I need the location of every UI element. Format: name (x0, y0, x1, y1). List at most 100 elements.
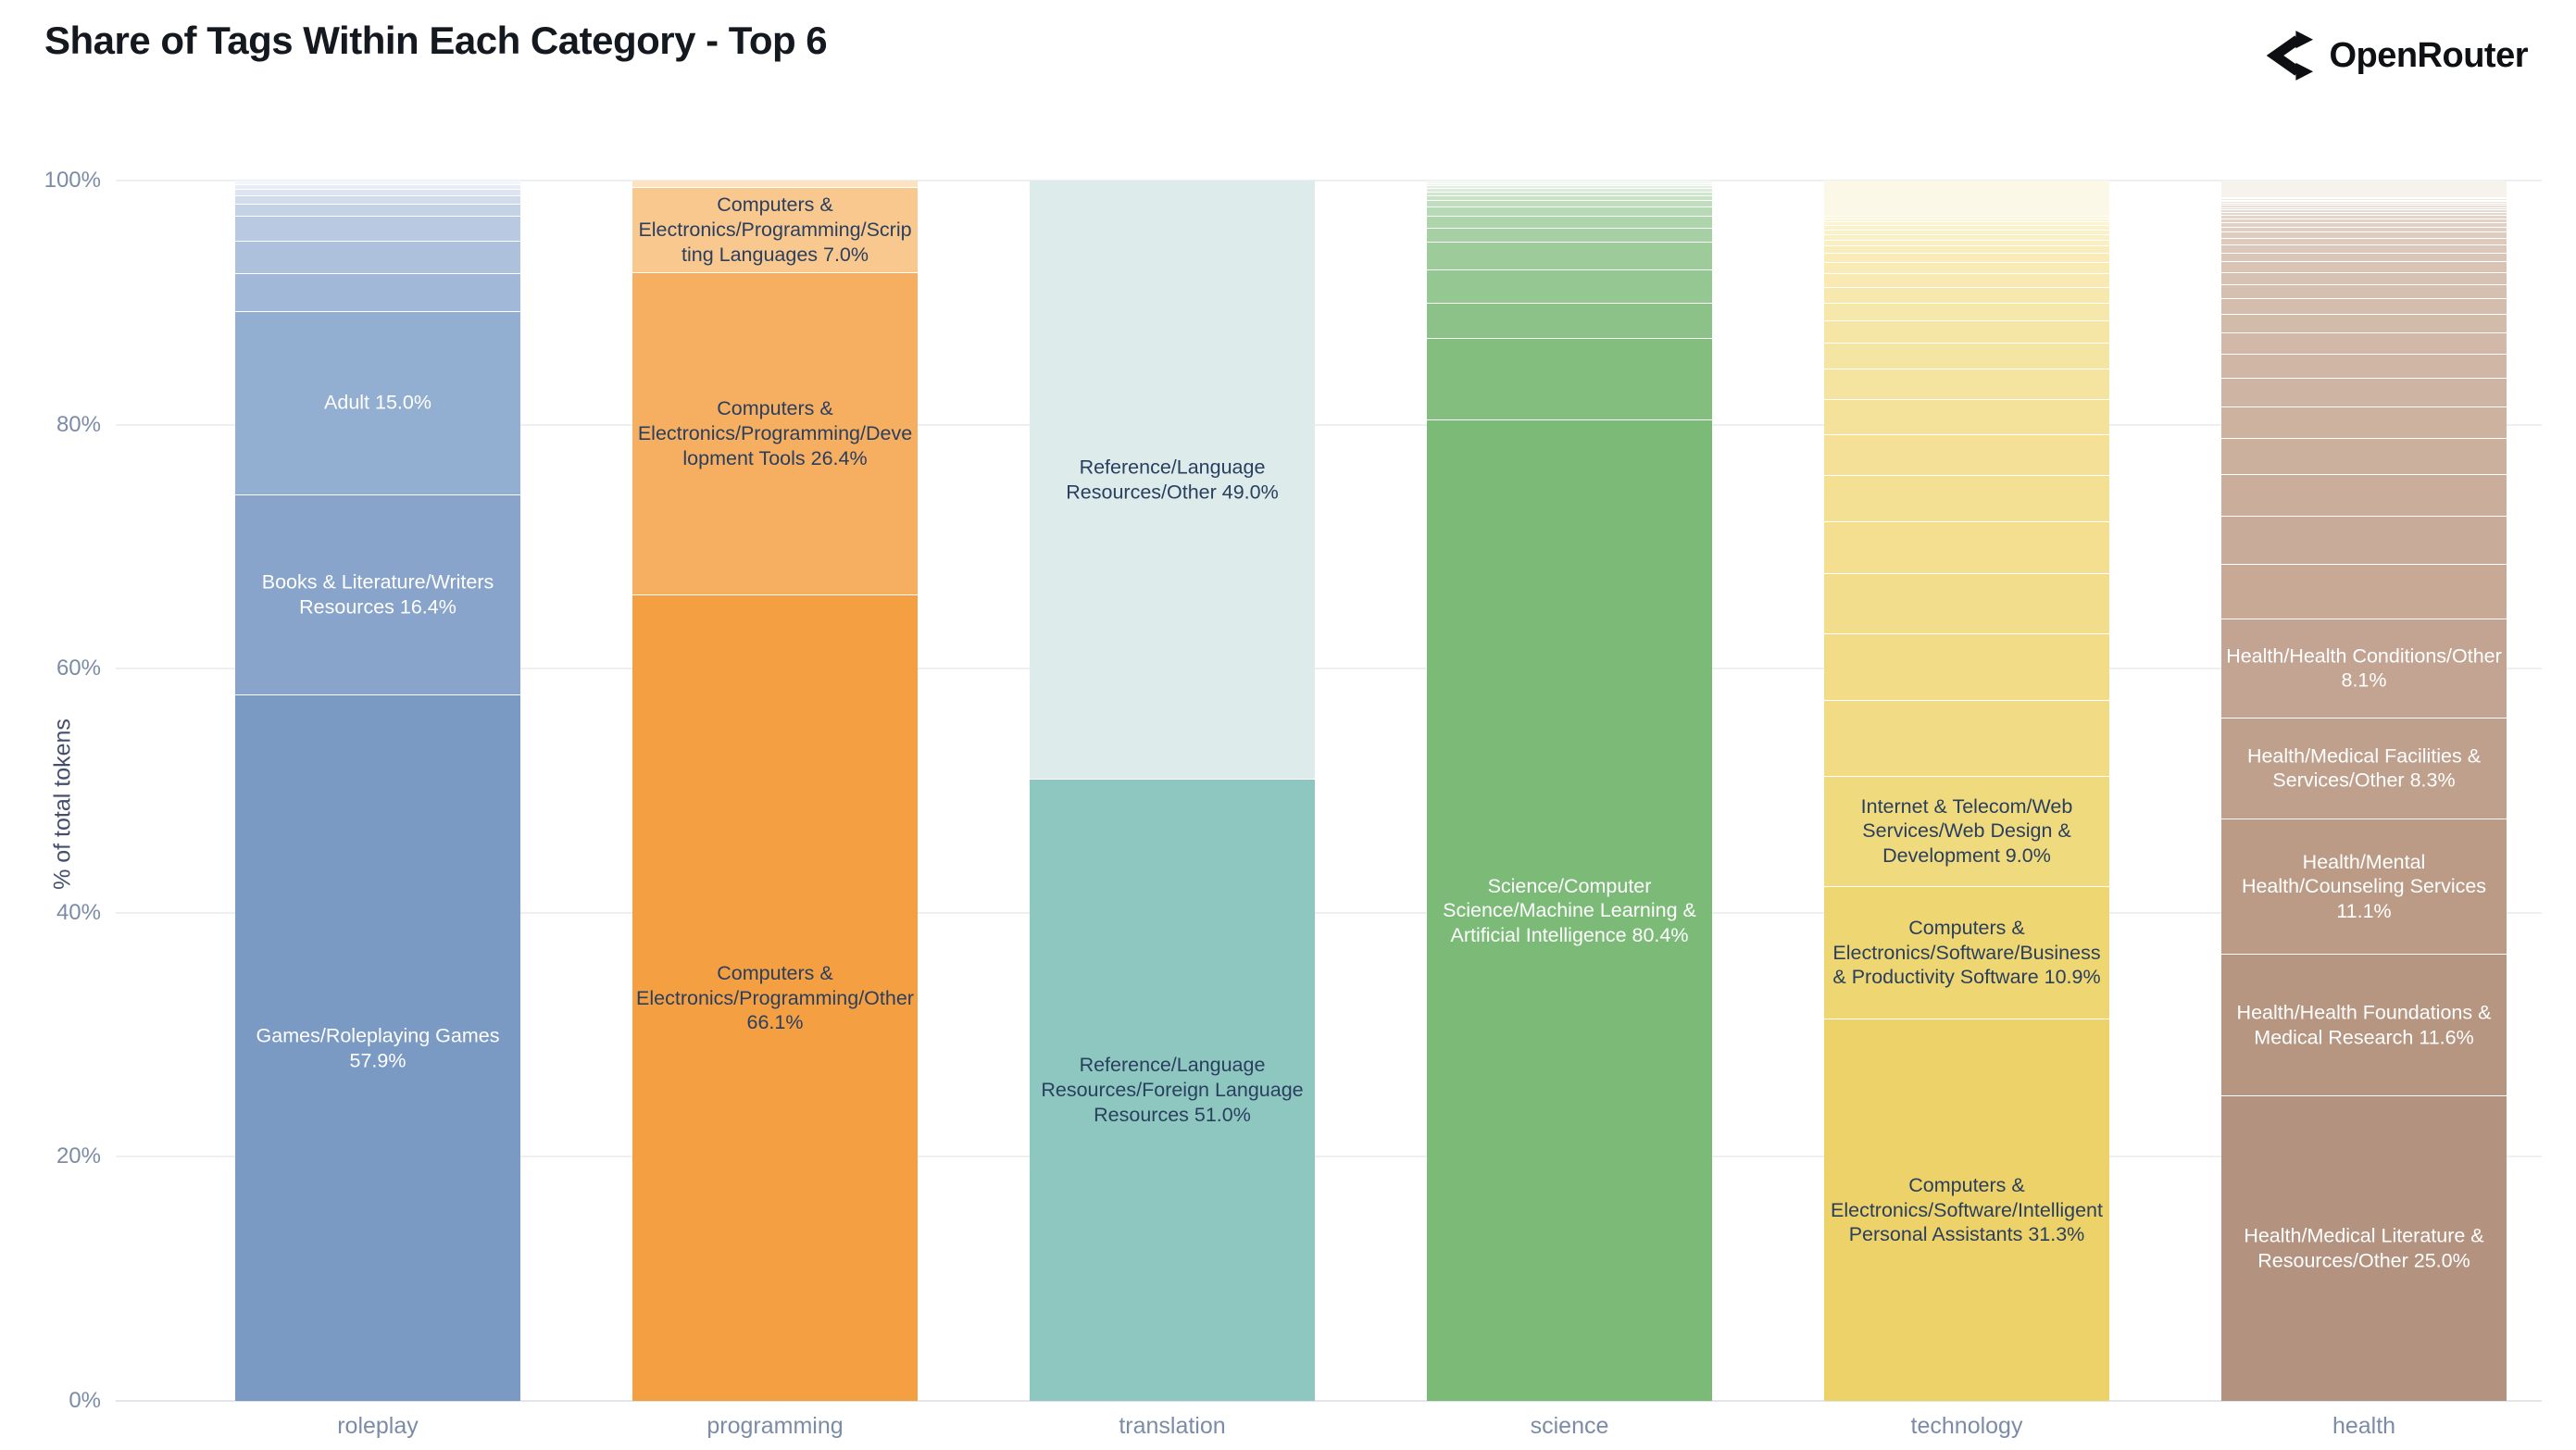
x-category-science: science (1530, 1413, 1609, 1439)
segment-roleplay-adult: Adult 15.0% (235, 310, 520, 494)
segment-technology-other-23 (1824, 221, 2109, 226)
segment-health-other-18 (2221, 252, 2507, 262)
segment-health-other-7 (2221, 474, 2507, 517)
segment-roleplay-other-10 (235, 181, 520, 184)
segment-health-other-8 (2221, 437, 2507, 475)
segment-health-other-20 (2221, 237, 2507, 245)
segment-health-other-34 (2221, 196, 2507, 198)
segment-health-medical-literature-resources-other: Health/Medical Literature & Resources/Ot… (2221, 1095, 2507, 1401)
segment-health-other-32 (2221, 199, 2507, 202)
segment-health-other-10 (2221, 378, 2507, 406)
segment-technology-business-productivity-software: Computers & Electronics/Software/Busines… (1824, 885, 2109, 1019)
segment-science-other-7 (1427, 206, 1712, 217)
segment-roleplay-other-7 (235, 194, 520, 205)
segment-health-other-31 (2221, 201, 2507, 204)
segment-technology-other-14 (1824, 286, 2109, 303)
segment-health-other-21 (2221, 231, 2507, 238)
segment-science-other-2 (1427, 302, 1712, 338)
segment-technology-intelligent-personal-assistants: Computers & Electronics/Software/Intelli… (1824, 1019, 2109, 1401)
segment-science-other-13 (1427, 182, 1712, 186)
openrouter-logo[interactable]: OpenRouter (2262, 30, 2528, 81)
segment-technology-other-7 (1824, 474, 2109, 521)
gridline-80 (116, 423, 2542, 426)
segment-technology-other-20 (1824, 233, 2109, 240)
segment-label-books-literature-writers-resources: Books & Literature/Writers Resources 16.… (261, 570, 494, 619)
segment-technology-other-15 (1824, 273, 2109, 287)
segment-label-medical-facilities-services-other: Health/Medical Facilities & Services/Oth… (2246, 744, 2482, 792)
segment-technology-other-19 (1824, 239, 2109, 246)
segment-technology-other-24 (1824, 218, 2109, 222)
segment-roleplay-games-roleplaying-games: Games/Roleplaying Games 57.9% (235, 694, 520, 1401)
segment-technology-other-16 (1824, 262, 2109, 274)
segment-label-development-tools: Computers & Electronics/Programming/Deve… (637, 397, 913, 469)
y-tick-20: 20% (56, 1144, 101, 1169)
gridline-20 (116, 1156, 2542, 1158)
segment-health-other-26 (2221, 212, 2507, 216)
openrouter-logo-icon (2262, 30, 2314, 81)
segment-health-other-9 (2221, 406, 2507, 438)
segment-technology-other-10 (1824, 368, 2109, 399)
gridline-40 (116, 911, 2542, 914)
segment-programming-development-tools: Computers & Electronics/Programming/Deve… (632, 271, 918, 594)
segment-roleplay-other-5 (235, 216, 520, 241)
segment-programming-scripting-languages: Computers & Electronics/Programming/Scri… (632, 186, 918, 272)
bar-roleplay: Adult 15.0% Books & Literature/Writers Re… (235, 181, 520, 1401)
segment-label-business-productivity-software: Computers & Electronics/Software/Busines… (1832, 916, 2101, 989)
segment-label-medical-literature-resources-other: Health/Medical Literature & Resources/Ot… (2244, 1224, 2484, 1272)
segment-technology-other-5 (1824, 573, 2109, 633)
segment-label-adult: Adult 15.0% (324, 391, 431, 414)
segment-health-other-35 (2221, 181, 2507, 197)
segment-health-other-28 (2221, 206, 2507, 210)
segment-health-other-6 (2221, 516, 2507, 564)
gridline-0 (116, 1400, 2542, 1402)
page-title: Share of Tags Within Each Category - Top… (44, 19, 828, 62)
segment-technology-other-22 (1824, 225, 2109, 230)
segment-health-other-22 (2221, 226, 2507, 232)
segment-label-web-design-development: Internet & Telecom/Web Services/Web Desi… (1860, 794, 2073, 868)
x-category-technology: technology (1910, 1413, 2023, 1439)
segment-programming-programming-other: Computers & Electronics/Programming/Othe… (632, 594, 918, 1401)
segment-technology-web-design-development: Internet & Telecom/Web Services/Web Desi… (1824, 776, 2109, 886)
segment-health-other-17 (2221, 261, 2507, 272)
bar-translation: Reference/Language Resources/Other 49.0%… (1030, 181, 1315, 1401)
segment-roleplay-other-3 (235, 273, 520, 311)
openrouter-logo-text: OpenRouter (2329, 35, 2528, 75)
segment-technology-other-17 (1824, 253, 2109, 263)
y-axis-title: % of total tokens (49, 719, 76, 890)
x-category-health: health (2332, 1413, 2396, 1439)
segment-roleplay-books-literature-writers-resources: Books & Literature/Writers Resources 16.… (235, 494, 520, 694)
segment-health-other-30 (2221, 203, 2507, 206)
segment-science-other-5 (1427, 228, 1712, 242)
segment-label-programming-other: Computers & Electronics/Programming/Othe… (636, 961, 914, 1034)
segment-technology-other-4 (1824, 632, 2109, 701)
segment-label-language-resources-other: Reference/Language Resources/Other 49.0% (1066, 456, 1279, 503)
bar-science: Science/Computer Science/Machine Learnin… (1427, 181, 1712, 1401)
segment-label-health-foundations-medical-research: Health/Health Foundations & Medical Rese… (2236, 1001, 2492, 1049)
segment-health-other-27 (2221, 209, 2507, 213)
segment-label-intelligent-personal-assistants: Computers & Electronics/Software/Intelli… (1831, 1174, 2103, 1246)
segment-health-other-5 (2221, 563, 2507, 619)
segment-science-other-8 (1427, 200, 1712, 206)
y-tick-0: 0% (69, 1388, 101, 1413)
segment-health-other-33 (2221, 197, 2507, 200)
segment-science-other-12 (1427, 185, 1712, 188)
segment-technology-other-3 (1824, 700, 2109, 777)
y-tick-60: 60% (56, 656, 101, 681)
gridline-60 (116, 668, 2542, 670)
bar-technology: Internet & Telecom/Web Services/Web Desi… (1824, 181, 2109, 1401)
segment-roleplay-other-9 (235, 183, 520, 190)
segment-science-other-1 (1427, 337, 1712, 420)
x-category-roleplay: roleplay (337, 1413, 419, 1439)
segment-roleplay-other-4 (235, 240, 520, 274)
x-category-programming: programming (707, 1413, 844, 1439)
segment-health-other-23 (2221, 222, 2507, 227)
segment-science-other-9 (1427, 194, 1712, 201)
segment-health-health-conditions-other: Health/Health Conditions/Other 8.1% (2221, 618, 2507, 718)
segment-roleplay-other-6 (235, 204, 520, 217)
segment-label-foreign-language-resources: Reference/Language Resources/Foreign Lan… (1041, 1054, 1304, 1126)
segment-translation-foreign-language-resources: Reference/Language Resources/Foreign Lan… (1030, 778, 1315, 1401)
segment-science-other-4 (1427, 241, 1712, 270)
segment-health-other-13 (2221, 314, 2507, 332)
segment-label-games-roleplaying-games: Games/Roleplaying Games 57.9% (256, 1024, 500, 1071)
